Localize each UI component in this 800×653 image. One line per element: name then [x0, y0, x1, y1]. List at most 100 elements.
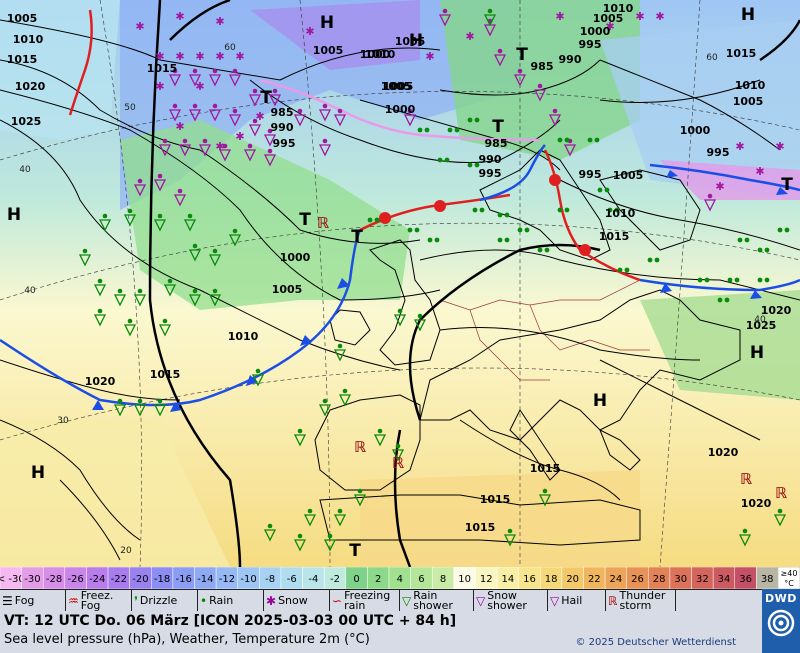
rain-shower-symbol [318, 398, 332, 417]
isobar-label: 990 [559, 53, 582, 66]
isobar-label: 1020 [85, 375, 116, 388]
rain-symbol [437, 157, 450, 163]
snow-shower-symbol [188, 68, 202, 87]
isobar-label: 990 [479, 153, 502, 166]
scale-bin: -10 [237, 567, 260, 589]
low-pressure-label: T [349, 541, 361, 561]
high-pressure-label: H [31, 463, 45, 483]
scale-bin: 14 [496, 567, 519, 589]
svg-text:-18: -18 [154, 574, 170, 585]
snow-symbol: ✱ [175, 120, 184, 133]
svg-text:16: 16 [523, 574, 536, 585]
rain-shower-symbol [338, 388, 352, 407]
isobar-label: 1010 [228, 330, 259, 343]
svg-text:38: 38 [761, 574, 774, 585]
legend-item: ▽ Hail [548, 590, 606, 612]
scale-bin: 18 [540, 567, 563, 589]
scale-bin: 0 [345, 567, 368, 589]
high-pressure-label: H [741, 5, 755, 25]
legend-icon: ▽ [402, 594, 412, 608]
legend-item: ❜ Drizzle [132, 590, 198, 612]
snow-shower-symbol [263, 128, 277, 147]
low-pressure-label: T [351, 227, 363, 247]
pressure-centers: H H H H H H H T T T T T T T [7, 5, 793, 561]
scale-bin: -20 [129, 567, 152, 589]
scale-bin: -26 [64, 567, 87, 589]
isobar-label: 1000 [280, 251, 311, 264]
rain-shower-symbol [333, 508, 347, 527]
rain-shower-symbol [773, 508, 787, 527]
isobar-label: 1015 [530, 462, 561, 475]
svg-text:-26: -26 [67, 574, 83, 585]
rain-shower-symbol [158, 318, 172, 337]
isobar-label: 995 [579, 168, 602, 181]
legend-icon: ℝ [608, 594, 618, 608]
isobar-label: 1015 [147, 62, 178, 75]
isobar-label: 995 [579, 38, 602, 51]
rain-shower-symbol [133, 288, 147, 307]
isobar-label: 985 [485, 137, 508, 150]
svg-text:-24: -24 [89, 574, 105, 585]
legend-label: Rain [413, 589, 438, 602]
svg-text:34: 34 [718, 574, 731, 585]
snow-shower-symbol [168, 68, 182, 87]
isobar-label: 1000 [680, 124, 711, 137]
isobar-labels: 1005 1010 1015 1020 1025 1005 1015 1005 1010 985 9… [7, 2, 792, 534]
svg-text:8: 8 [440, 574, 446, 585]
isobar-label: 1010 [735, 79, 766, 92]
legend-label: Rain [209, 594, 234, 607]
rain-symbol [557, 137, 570, 143]
svg-text:10: 10 [458, 574, 471, 585]
cold-front-northeast [649, 163, 800, 192]
isobar-label: 1020 [741, 497, 772, 510]
rain-shower-symbol [413, 313, 427, 332]
isobar-label: 1015 [599, 230, 630, 243]
snow-shower-symbol [493, 48, 507, 67]
high-pressure-label: H [750, 343, 764, 363]
rain-shower-symbol [738, 528, 752, 547]
snow-symbol: ✱ [195, 50, 204, 63]
svg-text:4: 4 [397, 574, 403, 585]
scale-bin: 8 [431, 567, 455, 589]
rain-shower-symbol [503, 528, 517, 547]
snow-shower-symbol [403, 108, 417, 127]
scale-bin: -30 [21, 567, 44, 589]
rain-shower-symbol [391, 443, 405, 462]
scale-bin: < -30 [0, 567, 25, 589]
cold-front-west [0, 229, 362, 407]
legend-label: Freez. [80, 589, 114, 602]
high-pressure-label: H [593, 391, 607, 411]
snow-shower-symbol [263, 148, 277, 167]
snow-symbol: ✱ [175, 50, 184, 63]
rain-shower-symbol [538, 488, 552, 507]
svg-text:-14: -14 [197, 574, 213, 585]
isobar-label: 1010 [603, 2, 634, 15]
legend-icon: ▽ [476, 594, 486, 608]
isobar-label: 1005 [313, 44, 344, 57]
scale-bin: -22 [107, 567, 130, 589]
isobar-label: 995 [707, 146, 730, 159]
rain-symbol [597, 187, 610, 193]
legend-label: Fog [14, 594, 35, 607]
isobar-label: 1005 [381, 80, 412, 93]
snow-symbol: ✱ [215, 15, 224, 28]
rain-symbol [517, 227, 530, 233]
snow-symbol: ✱ [155, 80, 164, 93]
isobar-label: 1020 [761, 304, 792, 317]
legend-item: ✱ Snow [264, 590, 330, 612]
valid-time-text: VT: 12 UTC Do. 06 März [ICON 2025-03-03 … [4, 613, 457, 629]
rain-symbol [427, 237, 440, 243]
isobar-label: 1010 [365, 48, 396, 61]
isobar-label: 1000 [580, 25, 611, 38]
legend-label: storm [619, 599, 652, 612]
rain-symbol [587, 137, 600, 143]
dwd-logo: DWD [762, 589, 800, 653]
isobar-label: 1025 [746, 319, 777, 332]
scale-bin: -6 [280, 567, 303, 589]
svg-text:20: 20 [566, 574, 579, 585]
low-pressure-label: T [260, 88, 272, 108]
snow-symbol: ✱ [555, 10, 564, 23]
isobar-label: 1005 [613, 169, 644, 182]
rain-shower-symbol [153, 398, 167, 417]
